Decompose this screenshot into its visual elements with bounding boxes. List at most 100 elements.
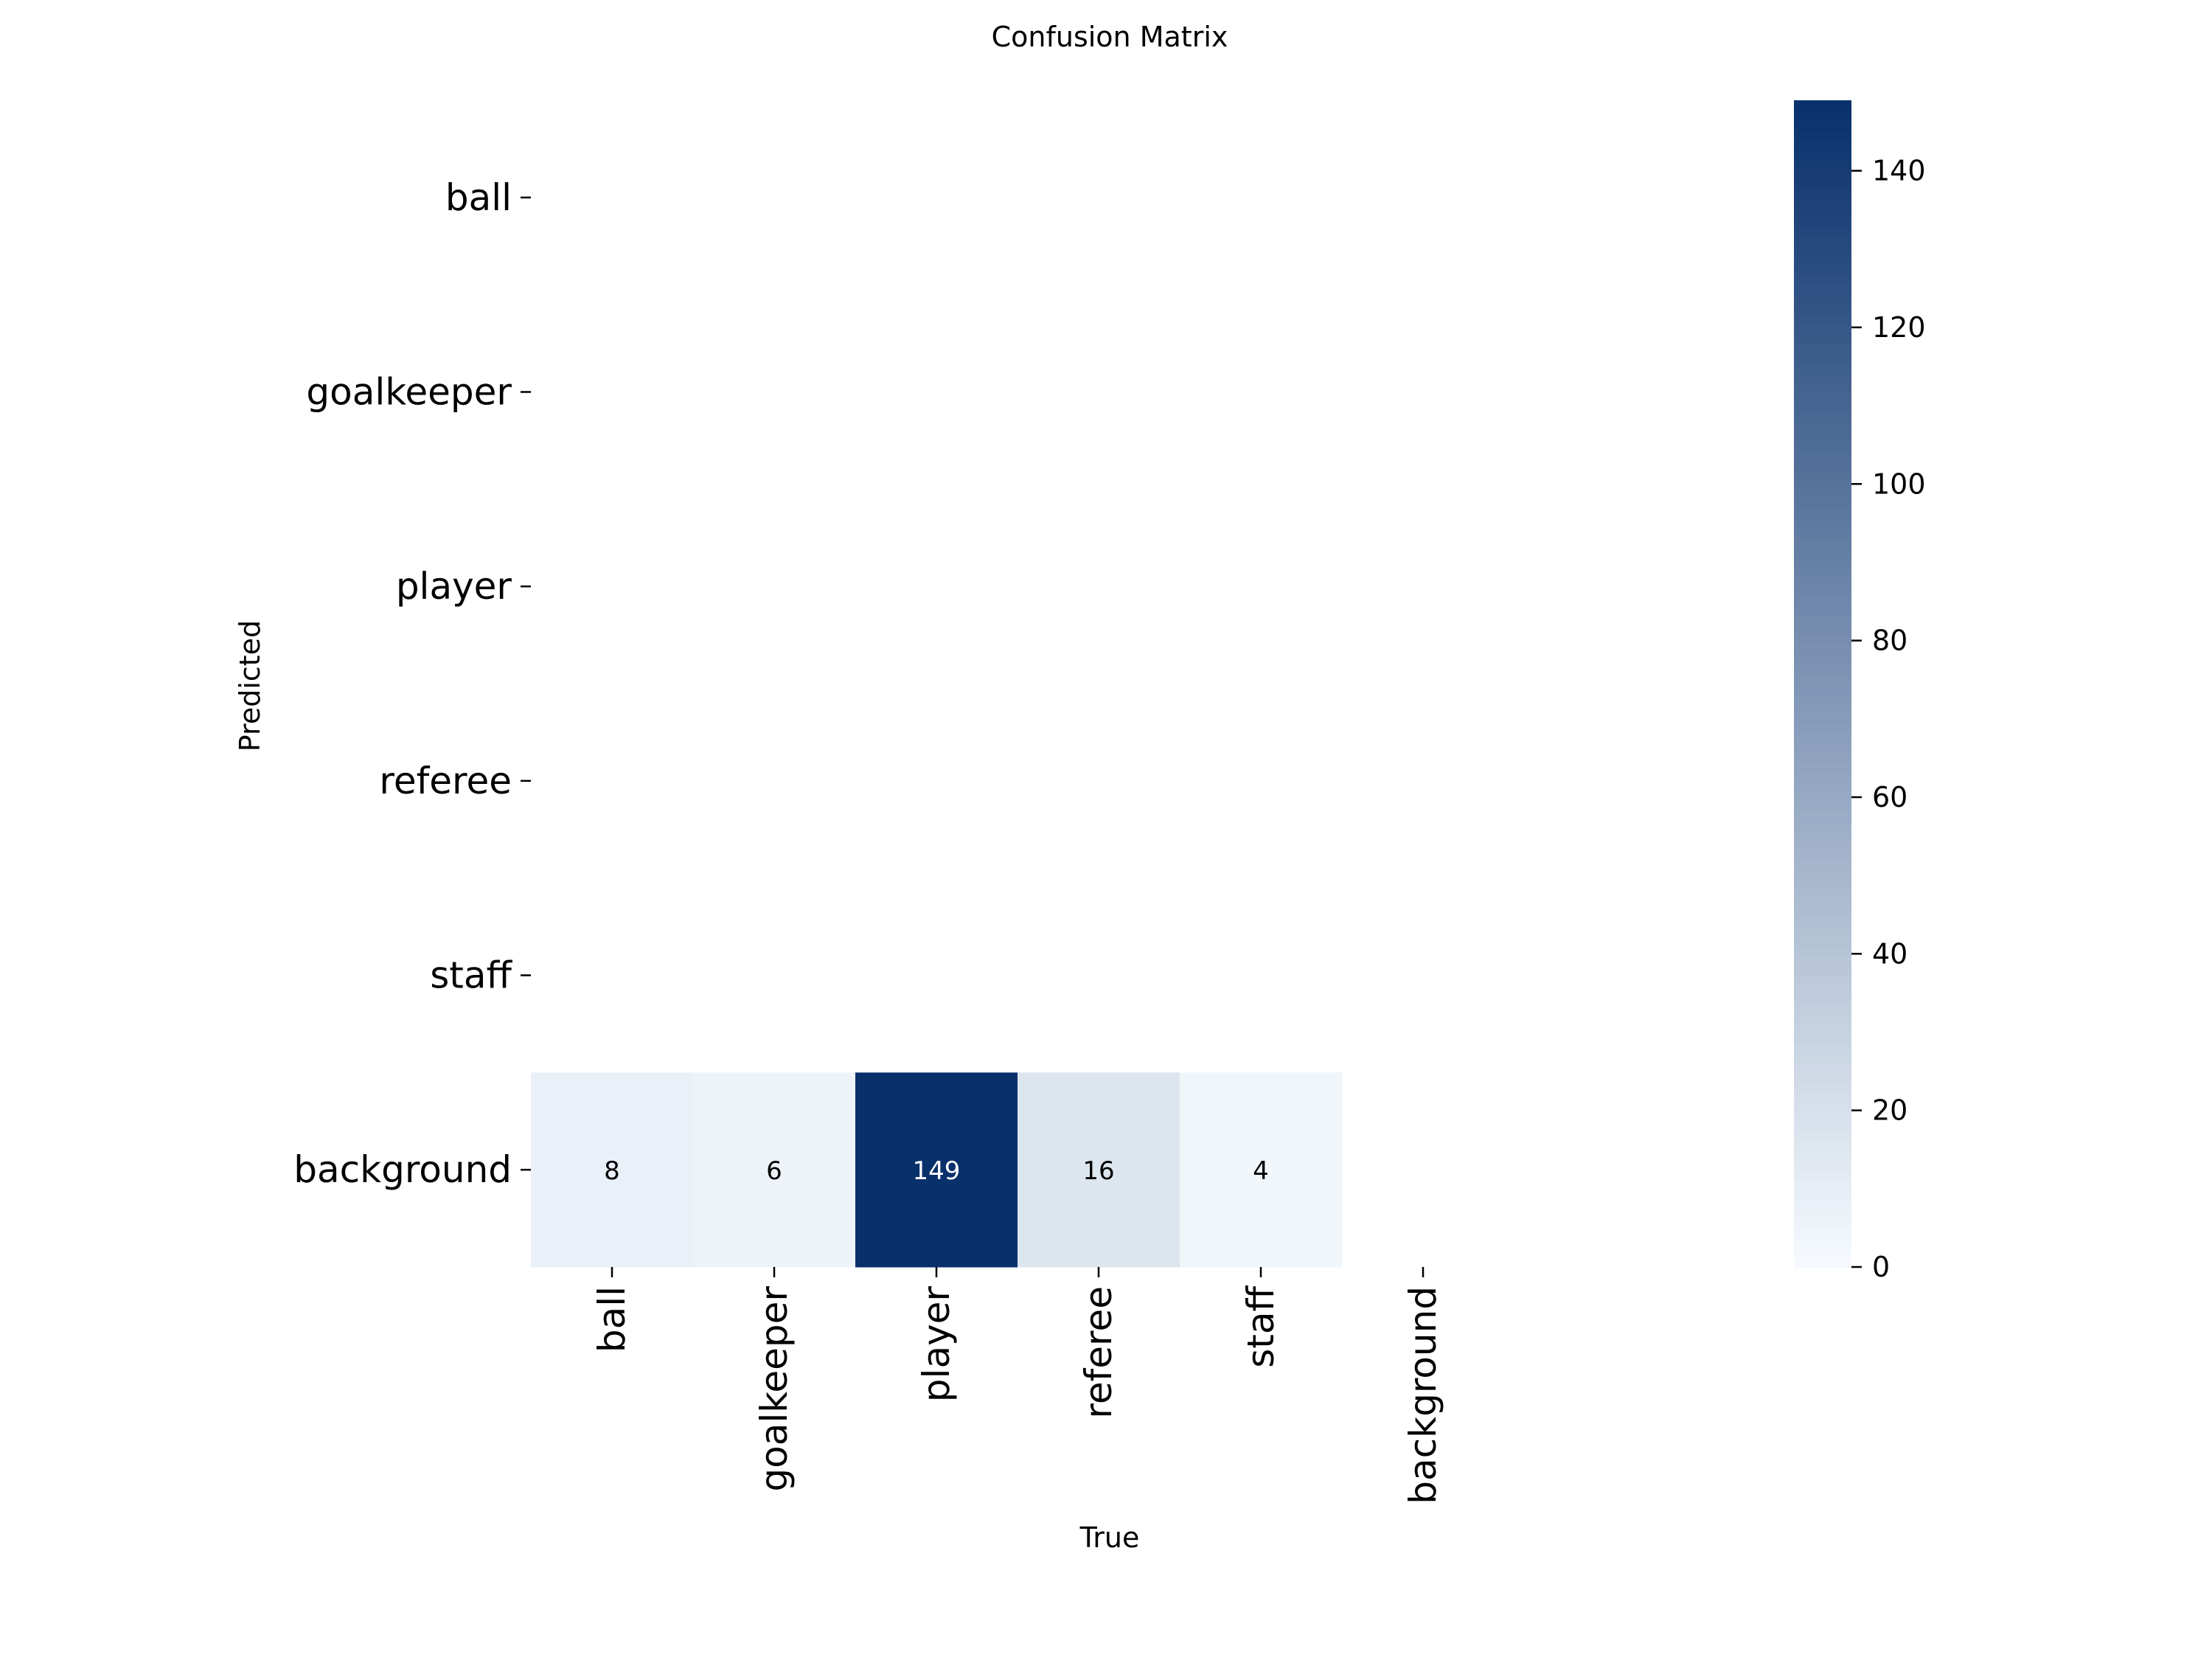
y-tick-label: referee	[379, 760, 512, 802]
colorbar-segment	[1794, 936, 1851, 947]
colorbar-segment	[1794, 994, 1851, 1006]
heatmap-cell	[531, 1072, 694, 1268]
colorbar-segment	[1794, 907, 1851, 918]
colorbar-segment	[1794, 411, 1851, 423]
colorbar-segment	[1794, 275, 1851, 286]
x-tick-label: player	[915, 1286, 958, 1403]
colorbar-segment	[1794, 459, 1851, 471]
colorbar-segment	[1794, 742, 1851, 753]
colorbar-segment	[1794, 110, 1851, 121]
colorbar-segment	[1794, 664, 1851, 675]
colorbar-segment	[1794, 1024, 1851, 1035]
cell-value-label: 16	[1082, 1156, 1114, 1186]
cell-value-label: 4	[1253, 1156, 1269, 1186]
colorbar-segment	[1794, 382, 1851, 393]
colorbar-segment	[1794, 849, 1851, 860]
colorbar-segment	[1794, 985, 1851, 996]
colorbar-segment	[1794, 684, 1851, 695]
colorbar-segment	[1794, 1063, 1851, 1074]
colorbar-segment	[1794, 236, 1851, 247]
chart-title: Confusion Matrix	[992, 21, 1228, 53]
colorbar-segment	[1794, 868, 1851, 879]
colorbar-segment	[1794, 945, 1851, 957]
colorbar-segment	[1794, 119, 1851, 131]
colorbar-segment	[1794, 1004, 1851, 1015]
x-axis-ticks: ball goalkeeper player referee staff backgrou…	[591, 1267, 1444, 1504]
x-axis-label: True	[1079, 1521, 1140, 1554]
colorbar-segment	[1794, 858, 1851, 869]
colorbar-segment	[1794, 810, 1851, 821]
colorbar-segment	[1794, 654, 1851, 665]
colorbar-segment	[1794, 285, 1851, 296]
colorbar-segment	[1794, 1131, 1851, 1142]
colorbar-segment	[1794, 168, 1851, 179]
colorbar-segment	[1794, 761, 1851, 772]
colorbar-segment	[1794, 635, 1851, 646]
colorbar-segment	[1794, 304, 1851, 316]
colorbar-segment	[1794, 372, 1851, 383]
colorbar-segment	[1794, 898, 1851, 909]
heatmap-cell	[693, 1072, 856, 1268]
x-tick-label: ball	[591, 1286, 633, 1353]
colorbar-segment	[1794, 645, 1851, 656]
x-tick-label: goalkeeper	[753, 1286, 796, 1492]
x-tick-label: staff	[1239, 1285, 1282, 1367]
colorbar-tick-label: 20	[1872, 1094, 1907, 1127]
colorbar-segment	[1794, 1189, 1851, 1200]
colorbar-segment	[1794, 148, 1851, 160]
colorbar-segment	[1794, 722, 1851, 733]
colorbar-segment	[1794, 712, 1851, 723]
colorbar-segment	[1794, 187, 1851, 198]
colorbar-segment	[1794, 703, 1851, 714]
colorbar-segment	[1794, 431, 1851, 442]
y-axis-label: Predicted	[234, 620, 266, 751]
colorbar-segment	[1794, 839, 1851, 850]
colorbar-segment	[1794, 1218, 1851, 1229]
colorbar-segment	[1794, 226, 1851, 237]
colorbar-segment	[1794, 673, 1851, 684]
colorbar-segment	[1794, 878, 1851, 889]
colorbar-segment	[1794, 178, 1851, 189]
colorbar-segment	[1794, 1014, 1851, 1025]
colorbar-segment	[1794, 255, 1851, 267]
colorbar-tick-label: 80	[1872, 625, 1907, 657]
colorbar-segment	[1794, 829, 1851, 840]
colorbar-segment	[1794, 547, 1851, 558]
colorbar-tick-label: 140	[1872, 155, 1926, 187]
y-axis-ticks: ball goalkeeper player referee staff backgrou…	[293, 176, 531, 1191]
colorbar-segment	[1794, 401, 1851, 412]
colorbar-segment	[1794, 314, 1851, 325]
colorbar-segment	[1794, 1198, 1851, 1209]
colorbar-tick-label: 0	[1872, 1251, 1890, 1283]
colorbar-segment	[1794, 1121, 1851, 1132]
colorbar-segment	[1794, 1150, 1851, 1161]
heatmap-cell	[855, 1072, 1018, 1268]
heatmap-cells	[531, 1072, 1343, 1268]
colorbar-tick-label: 100	[1872, 468, 1926, 500]
colorbar-segment	[1794, 353, 1851, 364]
colorbar: 0 20 40 60 80 100 120 140	[1794, 100, 1926, 1283]
colorbar-segment	[1794, 333, 1851, 344]
colorbar-segment	[1794, 780, 1851, 792]
x-tick-label: referee	[1077, 1286, 1120, 1419]
colorbar-segment	[1794, 440, 1851, 451]
colorbar-segment	[1794, 197, 1851, 209]
y-tick-label: ball	[445, 176, 512, 219]
colorbar-segment	[1794, 508, 1851, 519]
colorbar-segment	[1794, 450, 1851, 461]
colorbar-segment	[1794, 1257, 1851, 1268]
colorbar-segment	[1794, 129, 1851, 140]
colorbar-segment	[1794, 217, 1851, 228]
colorbar-segment	[1794, 615, 1851, 626]
colorbar-segment	[1794, 625, 1851, 636]
colorbar-segment	[1794, 926, 1851, 937]
colorbar-tick-label: 120	[1872, 311, 1926, 344]
cell-value-labels: 8 6 149 16 4	[604, 1156, 1269, 1186]
colorbar-segment	[1794, 479, 1851, 490]
colorbar-segment	[1794, 246, 1851, 257]
colorbar-tick-label: 40	[1872, 937, 1907, 970]
colorbar-segment	[1794, 917, 1851, 928]
cell-value-label: 8	[604, 1156, 620, 1186]
colorbar-segment	[1794, 819, 1851, 830]
